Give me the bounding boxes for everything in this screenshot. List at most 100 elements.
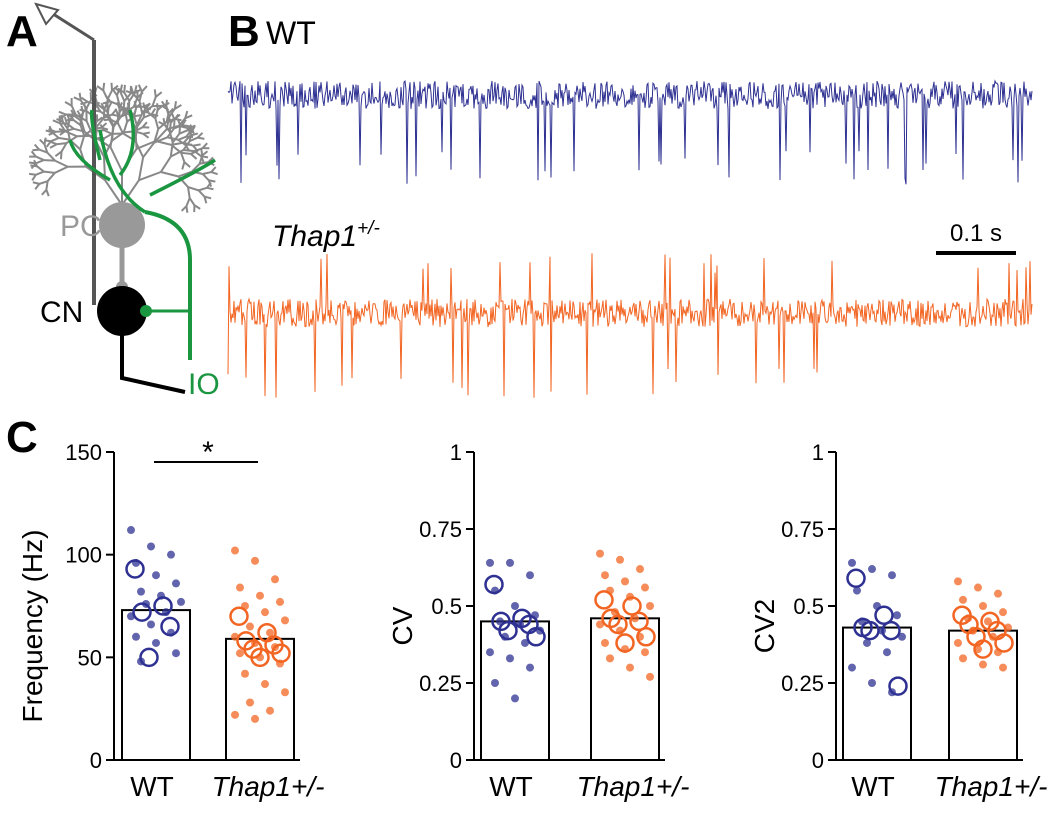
y-tick-label: 0: [812, 748, 824, 773]
data-point: [486, 648, 494, 657]
data-point: [266, 706, 274, 715]
mean-point: [139, 647, 159, 668]
mean-point: [881, 620, 901, 641]
data-point: [954, 577, 962, 586]
data-point: [596, 620, 604, 629]
data-point: [506, 558, 514, 567]
trace-label-main: Thap1: [272, 220, 357, 253]
mean-point: [608, 614, 628, 635]
data-point: [491, 679, 499, 687]
data-point: [246, 622, 254, 631]
y-tick-label: 50: [78, 645, 102, 670]
y-tick-label: 1: [812, 440, 824, 465]
data-point: [167, 550, 175, 559]
mean-point: [498, 620, 518, 641]
data-point: [999, 663, 1007, 672]
mean-point: [888, 676, 908, 696]
data-point: [606, 654, 614, 663]
y-tick-label: 150: [65, 440, 102, 465]
data-point: [256, 591, 264, 600]
y-tick-label: 0.5: [793, 594, 824, 619]
data-point: [853, 586, 861, 595]
data-point: [241, 669, 249, 678]
x-tick-label: WT: [489, 771, 533, 802]
mean-point: [153, 596, 173, 616]
bar: [590, 617, 660, 761]
x-tick-label: Thap1+/-: [935, 771, 1048, 802]
data-point: [984, 617, 992, 626]
data-point: [848, 558, 856, 567]
mean-point: [594, 590, 614, 610]
data-point: [999, 608, 1007, 617]
data-point: [152, 638, 160, 647]
y-axis-label: CV: [387, 606, 418, 645]
trace-label-sup: +/-: [357, 218, 380, 239]
data-point: [898, 632, 906, 641]
y-tick-label: 0.25: [781, 671, 824, 696]
data-point: [868, 565, 876, 574]
mean-point: [973, 639, 993, 659]
data-point: [979, 602, 987, 610]
data-point: [994, 589, 1002, 598]
data-point: [888, 571, 896, 580]
data-point: [251, 714, 259, 723]
data-point: [526, 571, 534, 580]
data-point: [511, 602, 519, 610]
data-point: [646, 602, 654, 610]
panel-label: A: [6, 7, 38, 56]
data-point: [863, 638, 871, 647]
data-point: [177, 597, 185, 606]
trace-label: Thap1+/-: [272, 218, 380, 253]
mean-point: [484, 574, 504, 595]
mean-point: [846, 568, 866, 589]
y-tick-label: 0: [90, 748, 102, 773]
y-axis-label: CV2: [749, 599, 780, 653]
data-point: [641, 648, 649, 657]
trace-label: WT: [266, 15, 316, 51]
data-point: [127, 526, 135, 535]
data-point: [137, 587, 145, 596]
data-point: [261, 608, 269, 617]
voltage-trace: [227, 79, 1033, 185]
x-tick-label: Thap1+/-: [212, 771, 325, 802]
data-point: [954, 638, 962, 647]
data-point: [152, 571, 160, 580]
x-tick-label: WT: [851, 771, 895, 802]
data-point: [596, 549, 604, 558]
bar: [480, 620, 550, 762]
mean-point: [622, 596, 642, 616]
mean-point: [271, 643, 291, 663]
x-tick-label: Thap1+/-: [577, 771, 690, 802]
data-point: [236, 649, 244, 658]
mean-point: [160, 616, 180, 637]
y-tick-label: 0.25: [419, 671, 462, 696]
data-point: [979, 660, 987, 669]
data-point: [172, 649, 180, 658]
mean-point: [629, 611, 649, 632]
data-point: [271, 575, 279, 584]
mean-point: [526, 627, 546, 647]
data-point: [261, 680, 269, 689]
data-point: [147, 620, 155, 629]
diagram-label: IO: [188, 368, 220, 401]
data-point: [246, 698, 254, 707]
data-point: [231, 546, 239, 555]
data-point: [281, 616, 289, 625]
panel-label: C: [6, 413, 38, 462]
data-point: [526, 663, 534, 672]
voltage-trace: [227, 253, 1033, 398]
circuit-diagram: PC CN IO: [28, 2, 220, 401]
mean-point: [636, 627, 656, 647]
data-point: [959, 654, 967, 663]
bar: [121, 609, 191, 762]
data-point: [959, 595, 967, 604]
mean-point: [125, 559, 145, 579]
y-tick-label: 0.75: [781, 517, 824, 542]
data-point: [281, 688, 289, 697]
y-tick-label: 0.75: [419, 517, 462, 542]
mean-point: [229, 606, 249, 627]
mean-point: [874, 605, 894, 625]
data-point: [616, 555, 624, 564]
data-point: [132, 632, 140, 641]
